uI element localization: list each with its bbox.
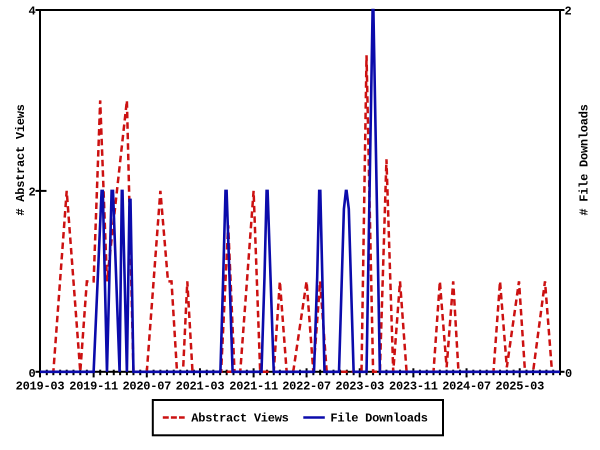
svg-text:2019-03: 2019-03 <box>16 379 65 393</box>
svg-text:0: 0 <box>565 367 572 381</box>
svg-text:2024-07: 2024-07 <box>442 379 491 393</box>
svg-text:# File Downloads: # File Downloads <box>577 104 591 215</box>
svg-text:2: 2 <box>29 185 36 199</box>
svg-text:2023-11: 2023-11 <box>389 379 438 393</box>
svg-text:2023-03: 2023-03 <box>335 379 384 393</box>
svg-text:2020-07: 2020-07 <box>122 379 171 393</box>
svg-text:2: 2 <box>565 5 572 19</box>
svg-text:2021-03: 2021-03 <box>176 379 225 393</box>
svg-text:0: 0 <box>29 367 36 381</box>
svg-text:4: 4 <box>29 5 36 19</box>
svg-text:2022-07: 2022-07 <box>282 379 331 393</box>
svg-text:File Downloads: File Downloads <box>330 412 427 426</box>
svg-text:2019-11: 2019-11 <box>69 379 118 393</box>
svg-text:2025-03: 2025-03 <box>495 379 544 393</box>
svg-text:# Abstract Views: # Abstract Views <box>14 104 28 215</box>
svg-text:2021-11: 2021-11 <box>229 379 278 393</box>
svg-text:Abstract Views: Abstract Views <box>191 412 288 426</box>
